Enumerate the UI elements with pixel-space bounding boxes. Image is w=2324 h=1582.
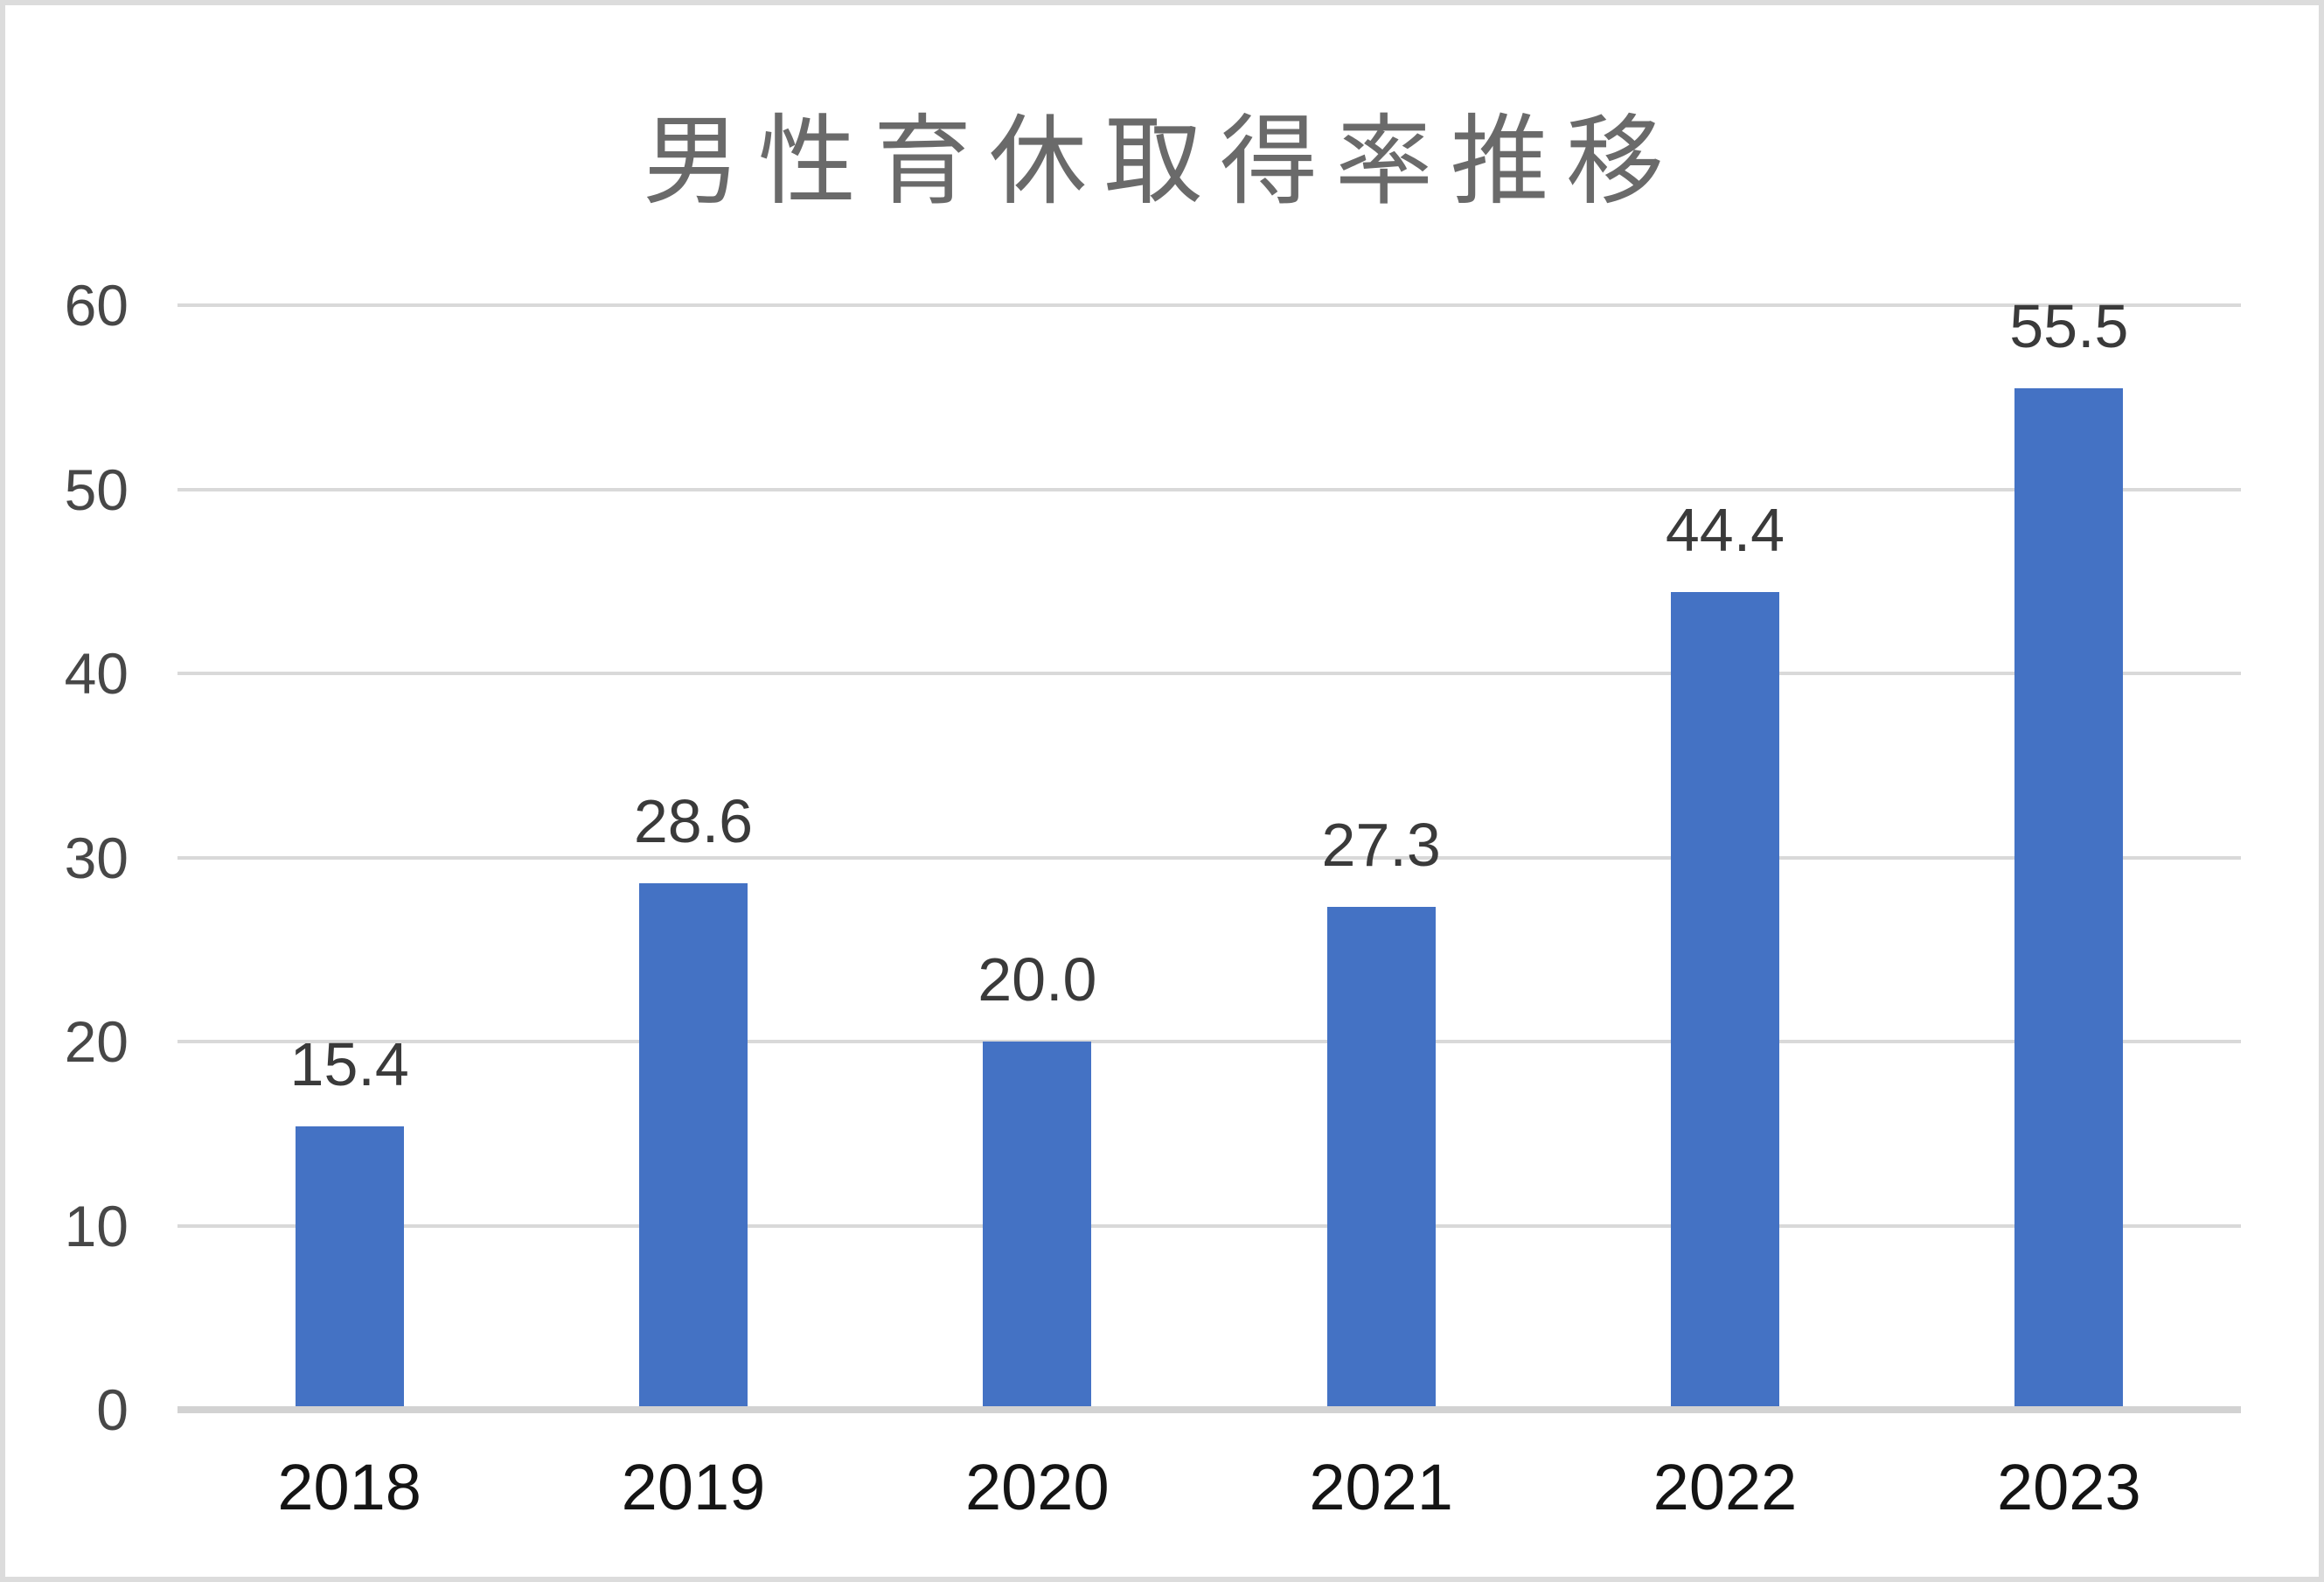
y-tick-label-50: 50 — [64, 456, 129, 522]
y-axis: 0 10 20 30 40 50 60 — [5, 273, 129, 1442]
data-label-2019: 28.6 — [633, 786, 754, 855]
y-tick-label-20: 20 — [64, 1009, 129, 1074]
x-tick-label-2022: 2022 — [1653, 1451, 1798, 1523]
data-label-2023: 55.5 — [2009, 291, 2129, 360]
bar-2023[interactable] — [2014, 387, 2124, 1410]
y-tick-label-40: 40 — [64, 641, 129, 706]
data-label-2018: 15.4 — [289, 1029, 409, 1098]
x-tick-label-2020: 2020 — [965, 1451, 1110, 1523]
gridline-60 — [177, 303, 2241, 307]
data-label-2022: 44.4 — [1665, 496, 1785, 565]
y-tick-label-10: 10 — [64, 1193, 129, 1258]
y-tick-label-60: 60 — [64, 273, 129, 338]
gridline-50 — [177, 487, 2241, 491]
data-label-2020: 20.0 — [978, 945, 1097, 1014]
gridline-30 — [177, 855, 2241, 860]
x-tick-label-2021: 2021 — [1309, 1451, 1453, 1523]
x-axis-line — [177, 1406, 2241, 1413]
gridline-10 — [177, 1223, 2241, 1228]
x-tick-label-2018: 2018 — [277, 1451, 421, 1523]
bar-2018[interactable] — [295, 1126, 404, 1410]
bar-2020[interactable] — [983, 1042, 1092, 1410]
x-tick-label-2023: 2023 — [1997, 1451, 2141, 1523]
x-tick-label-2019: 2019 — [621, 1451, 766, 1523]
bar-2021[interactable] — [1326, 907, 1436, 1410]
y-tick-label-0: 0 — [96, 1377, 129, 1442]
chart-title: 男性育休取得率推移 — [643, 107, 1681, 216]
plot-area: 15.4 28.6 20.0 27.3 44.4 55.5 — [177, 292, 2241, 1413]
gridline-40 — [177, 672, 2241, 675]
data-label-2021: 27.3 — [1321, 811, 1441, 880]
y-tick-label-30: 30 — [64, 825, 129, 890]
bar-2022[interactable] — [1671, 592, 1779, 1410]
gridline-20 — [177, 1040, 2241, 1043]
x-axis: 2018 2019 2020 2021 2022 2023 — [177, 1450, 2241, 1546]
bar-2019[interactable] — [639, 882, 748, 1410]
